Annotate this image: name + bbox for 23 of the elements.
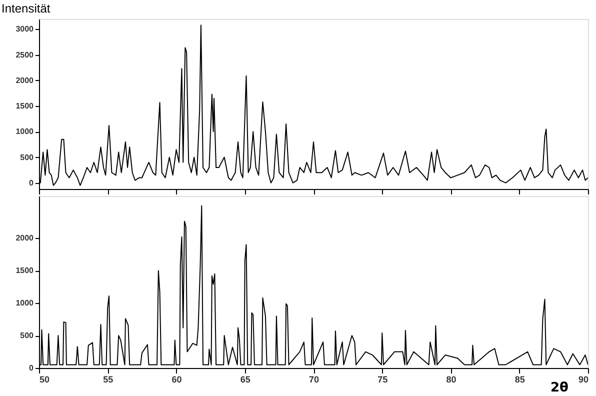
- y-tick-label: 500: [20, 331, 34, 340]
- x-tick-label: 60: [172, 374, 182, 384]
- y-axis-title: Intensität: [2, 2, 51, 16]
- x-tick-label: 50: [40, 374, 50, 384]
- y-tick-label: 500: [20, 152, 34, 162]
- x-tick-label: 70: [308, 374, 320, 384]
- x-tick-label: 85: [514, 374, 525, 384]
- x-tick-label: 90: [578, 374, 588, 384]
- x-tick-label: 80: [446, 374, 456, 384]
- y-tick-label: 1000: [16, 298, 34, 308]
- x-tick-label: 75: [378, 374, 388, 384]
- x-axis-title: 2θ: [550, 380, 569, 396]
- y-tick-label: 0: [29, 178, 34, 188]
- y-tick-label: 2500: [16, 50, 34, 60]
- y-tick-label: 1000: [16, 127, 34, 136]
- x-tick-label: 65: [240, 374, 250, 384]
- x-tick-label: 55: [103, 374, 114, 384]
- y-tick-label: 2000: [16, 76, 34, 85]
- y-tick-label: 2000: [16, 234, 34, 243]
- y-tick-label: 3000: [16, 24, 34, 34]
- y-tick-label: 0: [29, 364, 34, 372]
- y-tick-label: 1500: [16, 266, 34, 276]
- y-tick-label: 1500: [16, 102, 34, 111]
